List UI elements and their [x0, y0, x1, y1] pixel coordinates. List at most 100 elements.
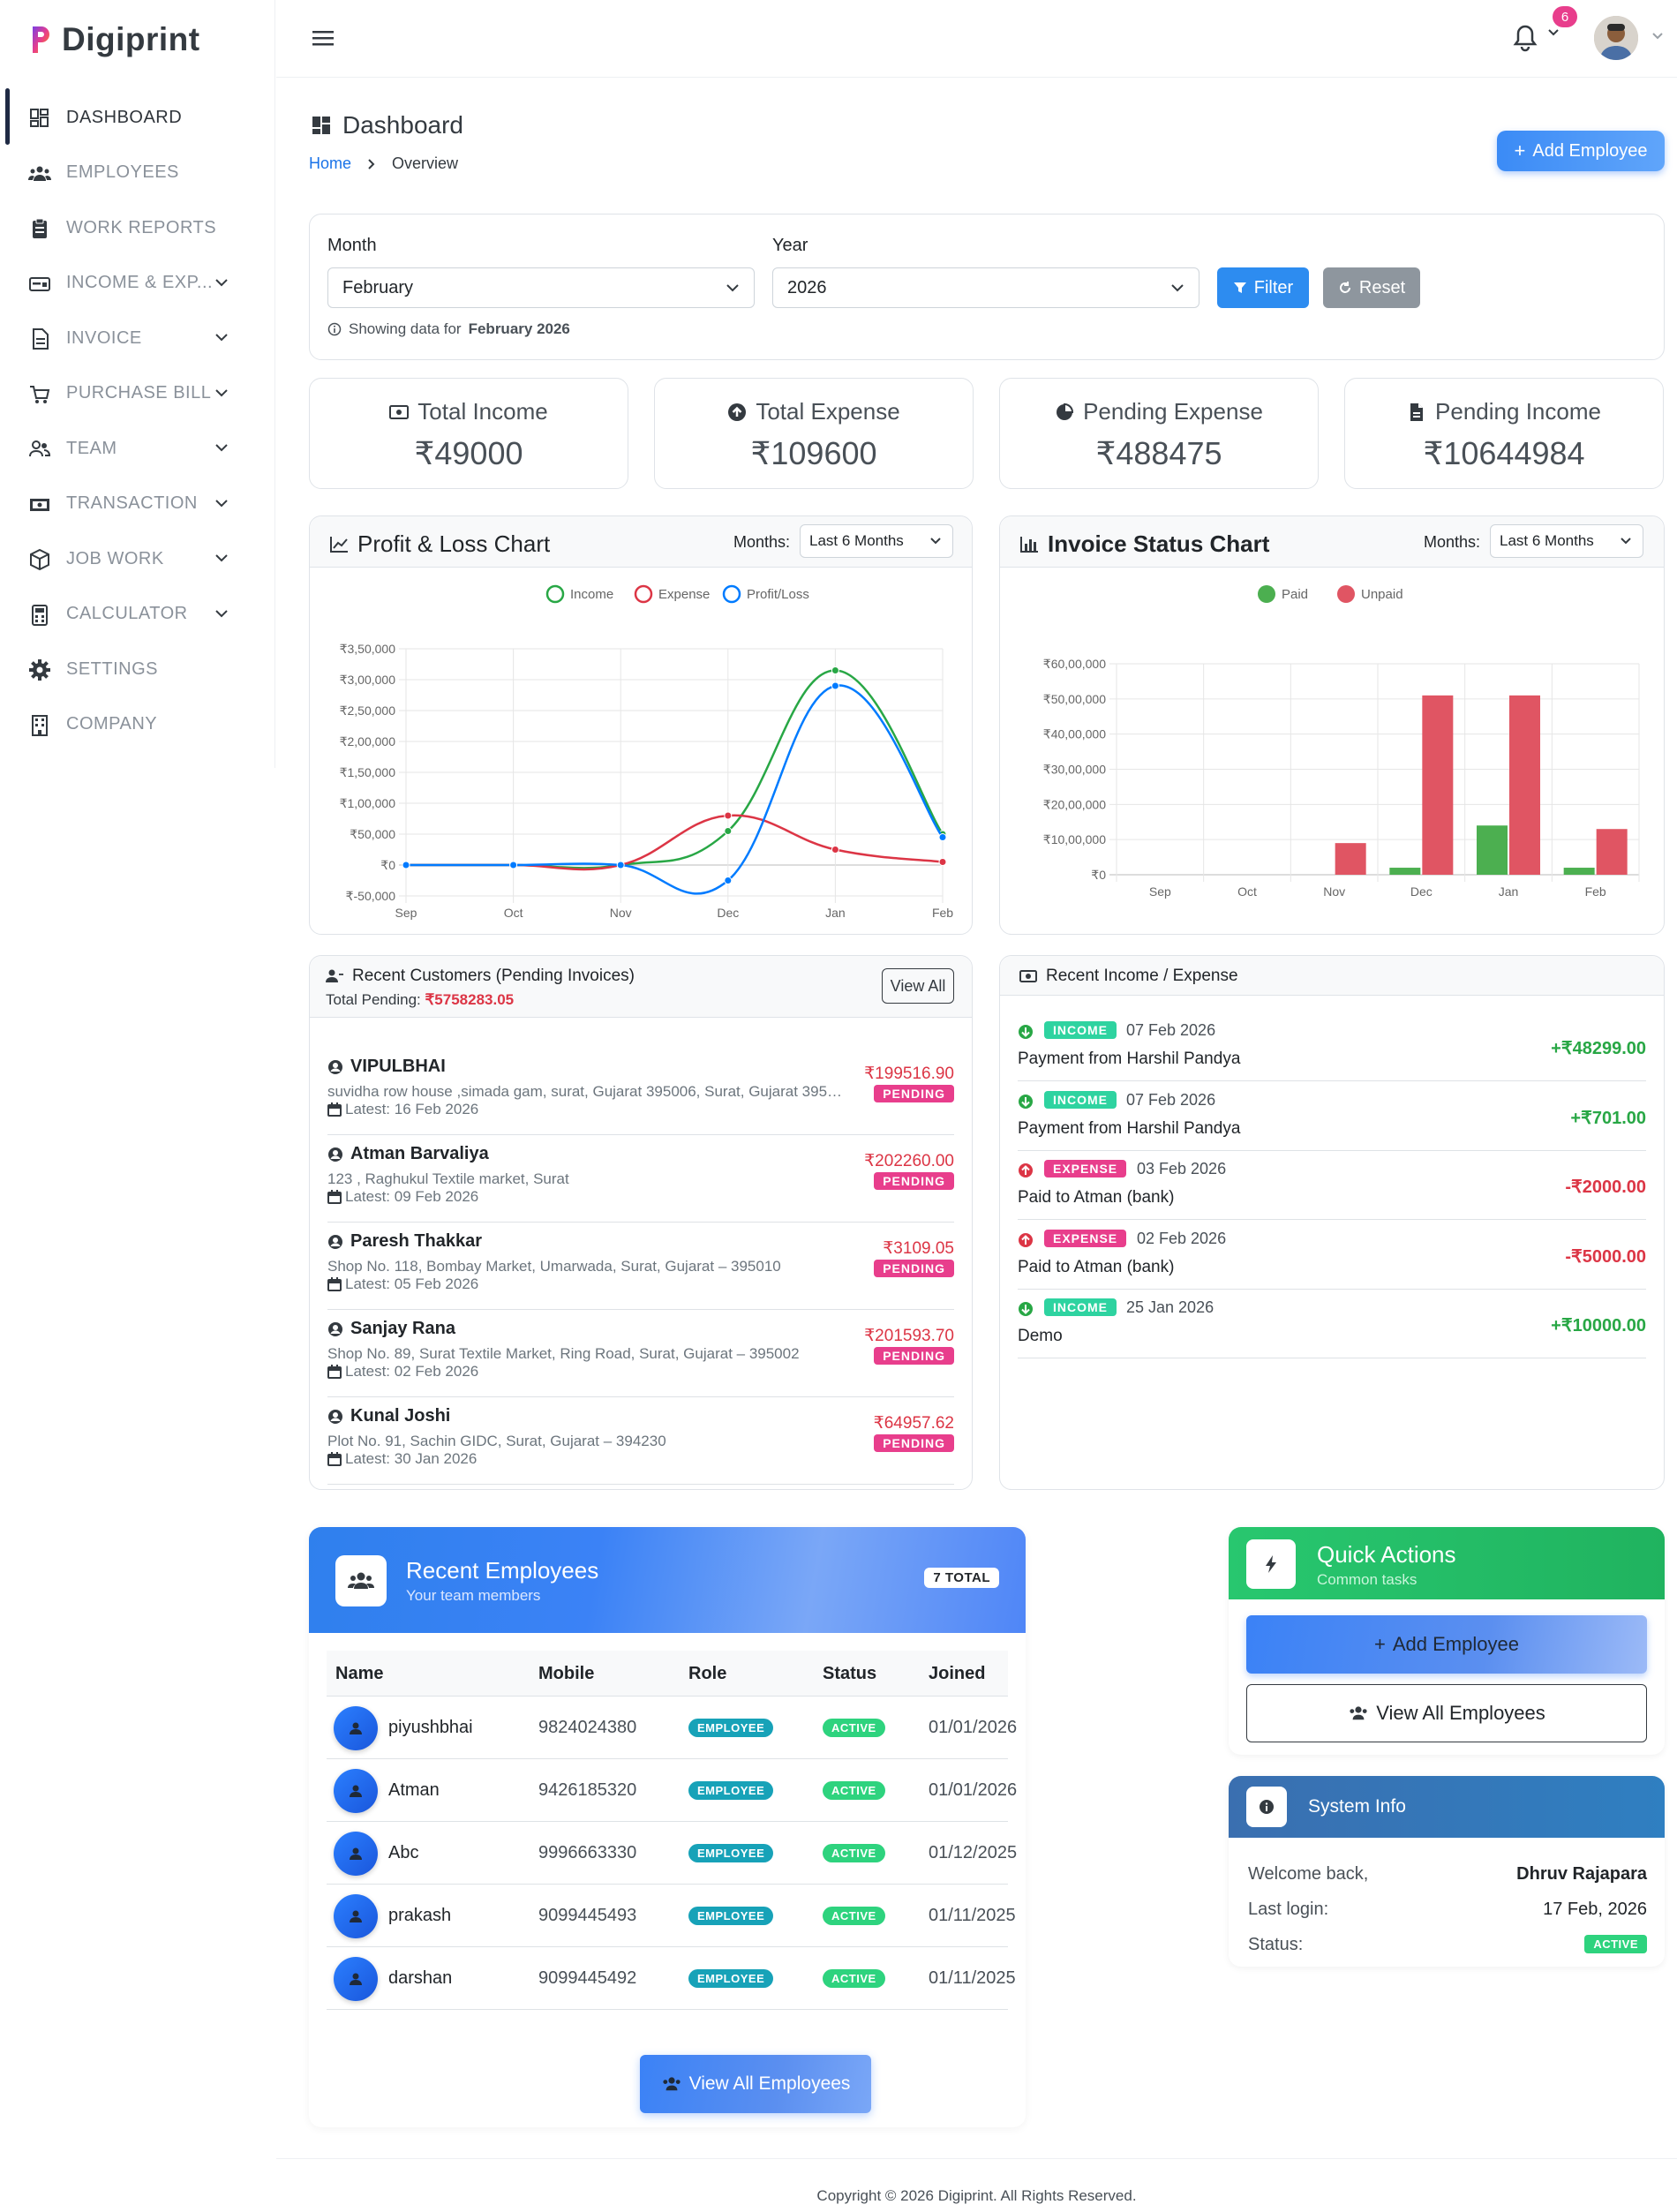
- brand-logo[interactable]: Digiprint: [30, 21, 200, 58]
- role-badge: EMPLOYEE: [688, 1719, 774, 1737]
- users-icon: [28, 162, 51, 185]
- transaction-row[interactable]: INCOME 25 Jan 2026 Demo +₹10000.00: [1018, 1290, 1646, 1358]
- add-employee-button[interactable]: + Add Employee: [1497, 131, 1665, 171]
- quick-view-all-employees-button[interactable]: View All Employees: [1246, 1684, 1647, 1742]
- sidebar-item-dashboard[interactable]: DASHBOARD: [0, 95, 275, 139]
- user-menu-chevron-icon[interactable]: [1651, 32, 1664, 41]
- breadcrumb-home-link[interactable]: Home: [309, 154, 352, 172]
- list-item[interactable]: Kunal Joshi Plot No. 91, Sachin GIDC, Sur…: [327, 1397, 954, 1485]
- sidebar-item-team[interactable]: TEAM: [0, 426, 275, 470]
- bar-paid-dec[interactable]: [1389, 868, 1421, 875]
- table-row[interactable]: Abc9996663330EMPLOYEEACTIVE01/12/2025Vie…: [327, 1822, 1017, 1885]
- month-select[interactable]: February: [327, 267, 755, 308]
- year-select[interactable]: 2026: [772, 267, 1199, 308]
- data-point[interactable]: [938, 858, 947, 866]
- user-circle-icon: [327, 1409, 343, 1425]
- menu-icon: [312, 31, 334, 46]
- sidebar-item-transaction[interactable]: TRANSACTION: [0, 482, 275, 526]
- calendar-icon: [327, 1102, 342, 1117]
- customers-title-text: Recent Customers (Pending Invoices): [352, 967, 635, 985]
- view-all-customers-button[interactable]: View All: [882, 968, 954, 1004]
- user-avatar[interactable]: [1594, 16, 1638, 60]
- data-point[interactable]: [831, 681, 839, 690]
- list-item[interactable]: VIPULBHAI suvidha row house ,simada gam, …: [327, 1048, 954, 1135]
- sidebar-item-label: INCOME & EXP...: [66, 273, 214, 292]
- arrow-circle-down-icon: [1018, 1094, 1034, 1110]
- invoice-icon: [28, 327, 51, 350]
- data-point[interactable]: [724, 811, 733, 820]
- list-item[interactable]: Atman Barvaliya 123 , Raghukul Textile ma…: [327, 1135, 954, 1223]
- data-point[interactable]: [831, 846, 839, 854]
- column-header-joined: Joined: [929, 1663, 986, 1683]
- chart-title-text: Profit & Loss Chart: [357, 530, 551, 557]
- notification-chevron-icon[interactable]: [1547, 28, 1560, 37]
- employee-role-cell: EMPLOYEE: [688, 1697, 774, 1759]
- hamburger-menu-button[interactable]: [312, 28, 335, 48]
- reset-button[interactable]: Reset: [1323, 267, 1420, 308]
- data-point[interactable]: [509, 861, 518, 869]
- sidebar-item-income-exp[interactable]: INCOME & EXP...: [0, 261, 275, 305]
- bar-unpaid-nov[interactable]: [1335, 843, 1366, 875]
- transaction-row[interactable]: INCOME 07 Feb 2026 Payment from Harshil Pa…: [1018, 1012, 1646, 1081]
- role-badge: EMPLOYEE: [688, 1969, 774, 1988]
- months-select[interactable]: Last 6 Months: [1490, 524, 1643, 558]
- months-select[interactable]: Last 6 Months: [800, 524, 953, 558]
- sidebar-item-label: SETTINGS: [66, 658, 159, 679]
- table-row[interactable]: Atman9426185320EMPLOYEEACTIVE01/01/2026V…: [327, 1759, 1017, 1822]
- users-icon: [1350, 1706, 1367, 1720]
- y-tick-label: ₹1,00,000: [340, 796, 396, 810]
- customer-name: VIPULBHAI: [327, 1057, 446, 1077]
- month-label: Month: [327, 236, 377, 255]
- quick-add-employee-button[interactable]: + Add Employee: [1246, 1615, 1647, 1674]
- list-item[interactable]: Paresh Thakkar Shop No. 118, Bombay Marke…: [327, 1223, 954, 1310]
- transaction-row[interactable]: EXPENSE 03 Feb 2026 Paid to Atman (bank) -₹…: [1018, 1151, 1646, 1220]
- chevron-right-icon: [368, 158, 375, 169]
- chevron-down-icon: [1171, 284, 1184, 292]
- data-point[interactable]: [616, 861, 625, 869]
- data-point[interactable]: [938, 833, 947, 841]
- sidebar-item-settings[interactable]: SETTINGS: [0, 647, 275, 691]
- money-bill-icon: [389, 403, 410, 422]
- sidebar-item-purchase-bill[interactable]: PURCHASE BILL: [0, 372, 275, 416]
- employee-name: piyushbhai: [388, 1718, 473, 1737]
- bar-unpaid-dec[interactable]: [1422, 695, 1454, 875]
- sidebar-item-company[interactable]: COMPANY: [0, 703, 275, 747]
- data-point[interactable]: [724, 827, 733, 835]
- bar-paid-feb[interactable]: [1563, 868, 1595, 875]
- bar-paid-jan[interactable]: [1477, 825, 1508, 875]
- year-label: Year: [772, 236, 808, 255]
- calendar-icon: [327, 1277, 342, 1291]
- table-row[interactable]: piyushbhai 9824024380 EMPLOYEE ACTIVE 01/01/…: [327, 1697, 1017, 1759]
- chevron-down-icon: [214, 608, 229, 619]
- transaction-amount: -₹5000.00: [1565, 1246, 1646, 1267]
- sidebar-item-employees[interactable]: EMPLOYEES: [0, 151, 275, 195]
- data-point[interactable]: [724, 877, 733, 884]
- sidebar-item-work-reports[interactable]: WORK REPORTS: [0, 206, 275, 250]
- transactions-title-text: Recent Income / Expense: [1046, 967, 1238, 985]
- footer-copyright: Copyright © 2026 Digiprint. All Rights R…: [816, 2187, 1137, 2204]
- sidebar-item-calculator[interactable]: CALCULATOR: [0, 592, 275, 636]
- employees-title: Recent Employees: [406, 1557, 599, 1584]
- transaction-row[interactable]: EXPENSE 02 Feb 2026 Paid to Atman (bank) -₹…: [1018, 1221, 1646, 1290]
- customer-name: Kunal Joshi: [327, 1406, 450, 1426]
- data-point[interactable]: [831, 666, 839, 674]
- table-row[interactable]: darshan 9099445492 EMPLOYEE ACTIVE 01/11/202…: [327, 1947, 1016, 2010]
- list-item[interactable]: Sanjay Rana Shop No. 89, Surat Textile Ma…: [327, 1310, 954, 1397]
- x-tick-label: Sep: [395, 906, 417, 920]
- chevron-down-icon: [214, 442, 229, 453]
- bar-unpaid-jan[interactable]: [1509, 695, 1540, 875]
- view-all-employees-button[interactable]: View All Employees: [640, 2055, 871, 2113]
- sidebar-item-label: CALCULATOR: [66, 604, 188, 623]
- transactions-title: Recent Income / Expense: [1019, 967, 1238, 986]
- x-tick-label: Dec: [717, 906, 739, 920]
- notification-button[interactable]: [1512, 23, 1538, 53]
- employee-status-cell: ACTIVE: [823, 1885, 885, 1947]
- employee-mobile: 9099445492: [538, 1968, 637, 1988]
- transaction-row[interactable]: INCOME 07 Feb 2026 Payment from Harshil Pa…: [1018, 1082, 1646, 1151]
- data-point[interactable]: [402, 861, 410, 869]
- sidebar-item-invoice[interactable]: INVOICE: [0, 316, 275, 360]
- table-row[interactable]: prakash 9099445493 EMPLOYEE ACTIVE 01/11/202…: [327, 1885, 1016, 1947]
- bar-unpaid-feb[interactable]: [1596, 829, 1628, 875]
- sidebar-item-job-work[interactable]: JOB WORK: [0, 537, 275, 581]
- filter-button[interactable]: Filter: [1217, 267, 1309, 308]
